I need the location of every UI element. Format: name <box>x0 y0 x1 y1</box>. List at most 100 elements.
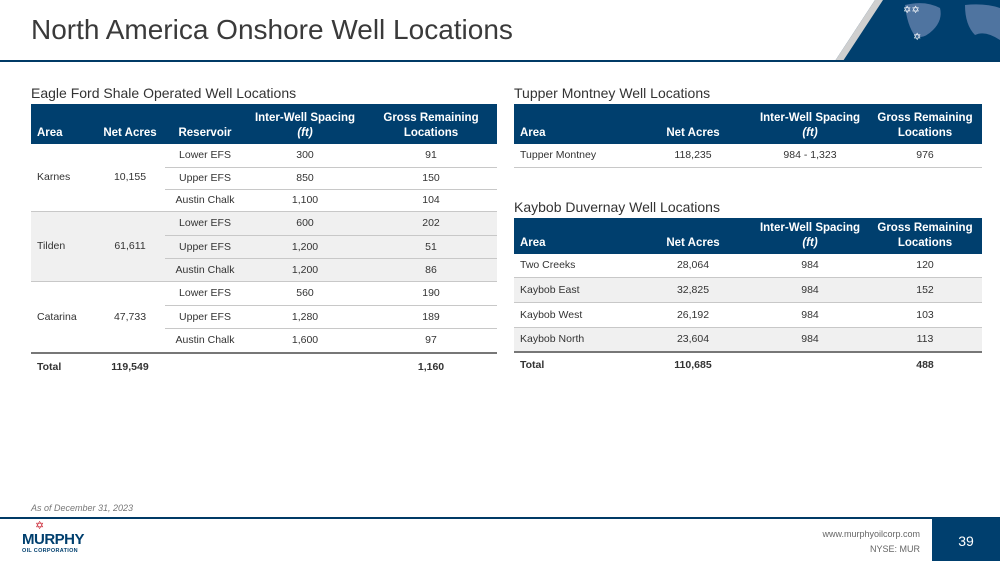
table-row: Two Creeks 28,064 984 120 <box>514 254 982 278</box>
cell-net-acres: 47,733 <box>95 281 165 354</box>
col-net-acres: Net Acres <box>95 104 165 144</box>
cell-area: Karnes <box>31 144 95 212</box>
cell-spacing: 1,100 <box>245 189 365 212</box>
cell-reservoir: Lower EFS <box>165 211 245 236</box>
world-map-banner: ✡✡ ✡ <box>835 0 1000 61</box>
cell-gross: 86 <box>365 258 497 282</box>
cell-area: Tupper Montney <box>514 144 634 168</box>
table-row: Karnes 10,155 Lower EFS 300 91 <box>31 144 497 212</box>
col-gross: Gross Remaining Locations <box>868 104 982 144</box>
total-label: Total <box>514 351 634 377</box>
cell-gross: 51 <box>365 235 497 259</box>
cell-spacing: 560 <box>245 281 365 306</box>
cell-spacing: 984 <box>752 277 868 303</box>
cell-area: Tilden <box>31 211 95 282</box>
cell-area: Two Creeks <box>514 254 634 278</box>
total-net-acres: 110,685 <box>634 351 752 377</box>
cell-area: Kaybob East <box>514 277 634 303</box>
star-icon: ✡ <box>35 520 45 532</box>
cell-reservoir: Austin Chalk <box>165 258 245 282</box>
table-row: Upper EFS 850 150 <box>31 167 497 190</box>
col-area: Area <box>514 104 634 144</box>
col-area: Area <box>514 218 634 254</box>
cell-spacing: 300 <box>245 144 365 168</box>
eagle-ford-table: Area Net Acres Reservoir Inter-Well Spac… <box>31 104 497 379</box>
ticker: NYSE: MUR <box>869 544 920 554</box>
table-row: Tilden 61,611 Lower EFS 600 202 <box>31 211 497 282</box>
header-divider <box>0 60 1000 62</box>
kaybob-title: Kaybob Duvernay Well Locations <box>514 199 720 215</box>
cell-net-acres: 10,155 <box>95 144 165 212</box>
total-net-acres: 119,549 <box>95 352 165 379</box>
cell-reservoir: Lower EFS <box>165 144 245 168</box>
cell-spacing: 984 - 1,323 <box>752 144 868 168</box>
cell-gross: 97 <box>365 328 497 354</box>
cell-area: Catarina <box>31 281 95 354</box>
col-spacing: Inter-Well Spacing (ft) <box>245 104 365 144</box>
table-row: Catarina 47,733 Lower EFS 560 190 <box>31 281 497 354</box>
murphy-logo: ✡ MURPHY OIL CORPORATION <box>22 520 85 554</box>
cell-area: Kaybob North <box>514 327 634 353</box>
cell-gross: 103 <box>868 302 982 328</box>
cell-reservoir: Upper EFS <box>165 305 245 329</box>
cell-spacing: 984 <box>752 254 868 278</box>
total-gross: 488 <box>868 351 982 377</box>
cell-gross: 190 <box>365 281 497 306</box>
eagle-ford-title: Eagle Ford Shale Operated Well Locations <box>31 85 297 101</box>
cell-reservoir: Upper EFS <box>165 235 245 259</box>
table-row: Kaybob East 32,825 984 152 <box>514 277 982 303</box>
cell-gross: 189 <box>365 305 497 329</box>
total-gross: 1,160 <box>365 352 497 379</box>
cell-gross: 113 <box>868 327 982 353</box>
tupper-table: Area Net Acres Inter-Well Spacing (ft) G… <box>514 104 982 168</box>
table-row: Upper EFS 1,200 51 <box>31 235 497 259</box>
cell-gross: 150 <box>365 167 497 190</box>
cell-gross: 91 <box>365 144 497 168</box>
cell-reservoir: Austin Chalk <box>165 328 245 354</box>
cell-reservoir: Austin Chalk <box>165 189 245 212</box>
cell-reservoir: Upper EFS <box>165 167 245 190</box>
cell-reservoir: Lower EFS <box>165 281 245 306</box>
cell-gross: 976 <box>868 144 982 168</box>
col-net-acres: Net Acres <box>634 104 752 144</box>
table-row: Kaybob West 26,192 984 103 <box>514 302 982 328</box>
col-gross: Gross Remaining Locations <box>868 218 982 254</box>
col-area: Area <box>31 104 95 144</box>
cell-net-acres: 26,192 <box>634 302 752 328</box>
cell-gross: 104 <box>365 189 497 212</box>
cell-spacing: 1,600 <box>245 328 365 354</box>
website-url: www.murphyoilcorp.com <box>822 529 920 539</box>
cell-spacing: 984 <box>752 327 868 353</box>
cell-gross: 152 <box>868 277 982 303</box>
col-spacing: Inter-Well Spacing (ft) <box>752 104 868 144</box>
table-row: Tupper Montney 118,235 984 - 1,323 976 <box>514 144 982 168</box>
cell-area: Kaybob West <box>514 302 634 328</box>
cell-gross: 120 <box>868 254 982 278</box>
cell-spacing: 984 <box>752 302 868 328</box>
cell-spacing: 1,280 <box>245 305 365 329</box>
total-row: Total 110,685 488 <box>514 351 982 377</box>
well-star-icon: ✡ <box>913 32 921 43</box>
cell-spacing: 850 <box>245 167 365 190</box>
col-gross: Gross Remaining Locations <box>365 104 497 144</box>
cell-net-acres: 32,825 <box>634 277 752 303</box>
tupper-title: Tupper Montney Well Locations <box>514 85 711 101</box>
footer-divider <box>0 517 1000 519</box>
page-title: North America Onshore Well Locations <box>31 14 513 45</box>
cell-net-acres: 118,235 <box>634 144 752 168</box>
total-row: Total 119,549 1,160 <box>31 352 497 379</box>
kaybob-table: Area Net Acres Inter-Well Spacing (ft) G… <box>514 218 982 377</box>
table-row: Austin Chalk 1,200 86 <box>31 258 497 282</box>
page-number: 39 <box>932 518 1000 561</box>
table-row: Austin Chalk 1,100 104 <box>31 189 497 212</box>
col-reservoir: Reservoir <box>165 104 245 144</box>
col-net-acres: Net Acres <box>634 218 752 254</box>
cell-net-acres: 23,604 <box>634 327 752 353</box>
col-spacing: Inter-Well Spacing (ft) <box>752 218 868 254</box>
cell-net-acres: 28,064 <box>634 254 752 278</box>
table-row: Kaybob North 23,604 984 113 <box>514 327 982 353</box>
cell-spacing: 600 <box>245 211 365 236</box>
cell-spacing: 1,200 <box>245 235 365 259</box>
cell-gross: 202 <box>365 211 497 236</box>
cell-net-acres: 61,611 <box>95 211 165 282</box>
